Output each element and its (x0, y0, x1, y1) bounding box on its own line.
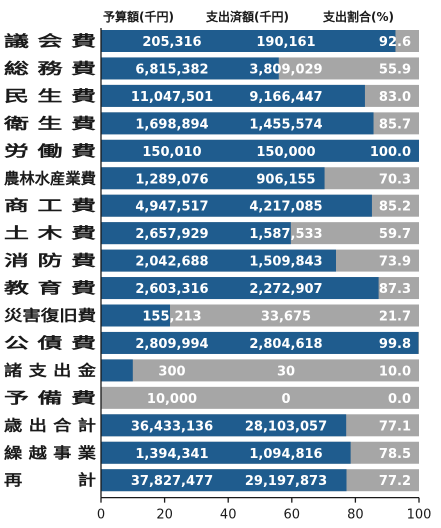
budget-value: 6,815,382 (135, 62, 208, 77)
ratio-value: 77.2 (379, 474, 411, 489)
x-tick-label: 60 (284, 508, 301, 523)
bar-remaining (101, 359, 419, 382)
budget-value: 2,657,929 (135, 227, 208, 242)
category-label: 農林水産業費 (4, 169, 96, 187)
budget-value: 300 (158, 364, 185, 379)
budget-value: 10,000 (147, 392, 197, 407)
bar-spent (101, 112, 374, 135)
ratio-value: 55.9 (379, 62, 411, 77)
category-label: 諸 支 出 金 (4, 361, 97, 379)
bar-spent (101, 222, 291, 245)
x-tick-label: 80 (347, 508, 364, 523)
budget-value: 1,289,076 (135, 172, 208, 187)
spent-value: 4,217,085 (249, 200, 322, 215)
ratio-value: 87.3 (379, 282, 411, 297)
spent-value: 150,000 (256, 145, 315, 160)
budget-value: 1,394,341 (135, 447, 208, 462)
x-tick-label: 0 (97, 508, 105, 523)
spent-value: 9,166,447 (249, 90, 322, 105)
ratio-value: 85.7 (379, 117, 411, 132)
ratio-value: 83.0 (379, 90, 411, 105)
bar-spent (101, 441, 351, 464)
ratio-value: 100.0 (370, 145, 411, 160)
category-label: 議 会 費 (4, 32, 96, 50)
budget-value: 37,827,477 (131, 474, 213, 489)
spent-value: 1,509,843 (249, 255, 322, 270)
bar-spent (101, 469, 347, 492)
spent-value: 28,103,057 (245, 419, 327, 434)
spent-value: 29,197,873 (245, 474, 327, 489)
budget-value: 205,316 (142, 35, 201, 50)
category-label: 商 工 費 (4, 197, 96, 215)
bar-spent (101, 194, 372, 217)
category-label: 予 備 費 (4, 389, 96, 407)
budget-value: 11,047,501 (131, 90, 213, 105)
bar-spent (101, 414, 347, 437)
category-label: 再 計 (4, 471, 96, 489)
bar-spent (101, 359, 133, 382)
spent-value: 2,804,618 (249, 337, 322, 352)
bar-spent (101, 249, 337, 272)
category-label: 災害復旧費 (4, 307, 96, 325)
header-budget: 予算額(千円) (103, 10, 174, 24)
category-label: 歳 出 合 計 (4, 416, 96, 434)
budget-value: 36,433,136 (131, 419, 213, 434)
spent-value: 0 (281, 392, 290, 407)
spent-value: 906,155 (256, 172, 315, 187)
bar-remaining (101, 304, 419, 327)
category-label: 公 債 費 (4, 334, 96, 352)
spent-value: 3,809,029 (249, 62, 322, 77)
spent-value: 1,094,816 (249, 447, 322, 462)
bar-spent (101, 304, 171, 327)
bar-spent (101, 167, 325, 190)
bar-remaining (101, 386, 419, 409)
category-label: 総 務 費 (4, 59, 96, 77)
category-label: 衛 生 費 (2, 114, 96, 132)
header-ratio: 支出割合(%) (323, 10, 394, 24)
spent-value: 33,675 (261, 310, 311, 325)
category-label: 繰 越 事 業 (4, 444, 97, 462)
bar-spent (101, 84, 365, 107)
category-label: 教 育 費 (2, 279, 96, 297)
spent-value: 1,455,574 (249, 117, 322, 132)
spent-value: 2,272,907 (249, 282, 322, 297)
bar-spent (101, 30, 396, 52)
bar-spent (101, 277, 379, 300)
category-label: 土 木 費 (4, 224, 96, 242)
budget-value: 2,809,994 (135, 337, 208, 352)
ratio-value: 99.8 (379, 337, 411, 352)
ratio-value: 77.1 (379, 419, 411, 434)
category-label: 労 働 費 (4, 142, 96, 160)
budget-value: 2,042,688 (135, 255, 208, 270)
ratio-value: 10.0 (379, 364, 411, 379)
ratio-value: 78.5 (379, 447, 411, 462)
ratio-value: 59.7 (379, 227, 411, 242)
category-label: 民 生 費 (4, 87, 96, 105)
spent-value: 1,587,533 (249, 227, 322, 242)
ratio-value: 21.7 (379, 310, 411, 325)
budget-value: 4,947,517 (135, 200, 208, 215)
ratio-value: 85.2 (379, 200, 411, 215)
budget-value: 155,213 (142, 310, 201, 325)
category-label: 消 防 費 (4, 252, 96, 270)
budget-value: 1,698,894 (135, 117, 208, 132)
ratio-value: 70.3 (379, 172, 411, 187)
bar-spent (101, 139, 419, 162)
x-tick-label: 100 (407, 508, 432, 523)
ratio-value: 92.6 (379, 35, 411, 50)
budget-value: 150,010 (142, 145, 201, 160)
spent-value: 30 (277, 364, 295, 379)
x-tick-label: 20 (156, 508, 173, 523)
ratio-value: 73.9 (379, 255, 411, 270)
bar-spent (101, 57, 279, 80)
bar-spent (101, 331, 419, 354)
ratio-value: 0.0 (388, 392, 411, 407)
budget-value: 2,603,316 (135, 282, 208, 297)
header-spent: 支出済額(千円) (206, 10, 289, 24)
spent-value: 190,161 (256, 35, 315, 50)
x-tick-label: 40 (220, 508, 237, 523)
